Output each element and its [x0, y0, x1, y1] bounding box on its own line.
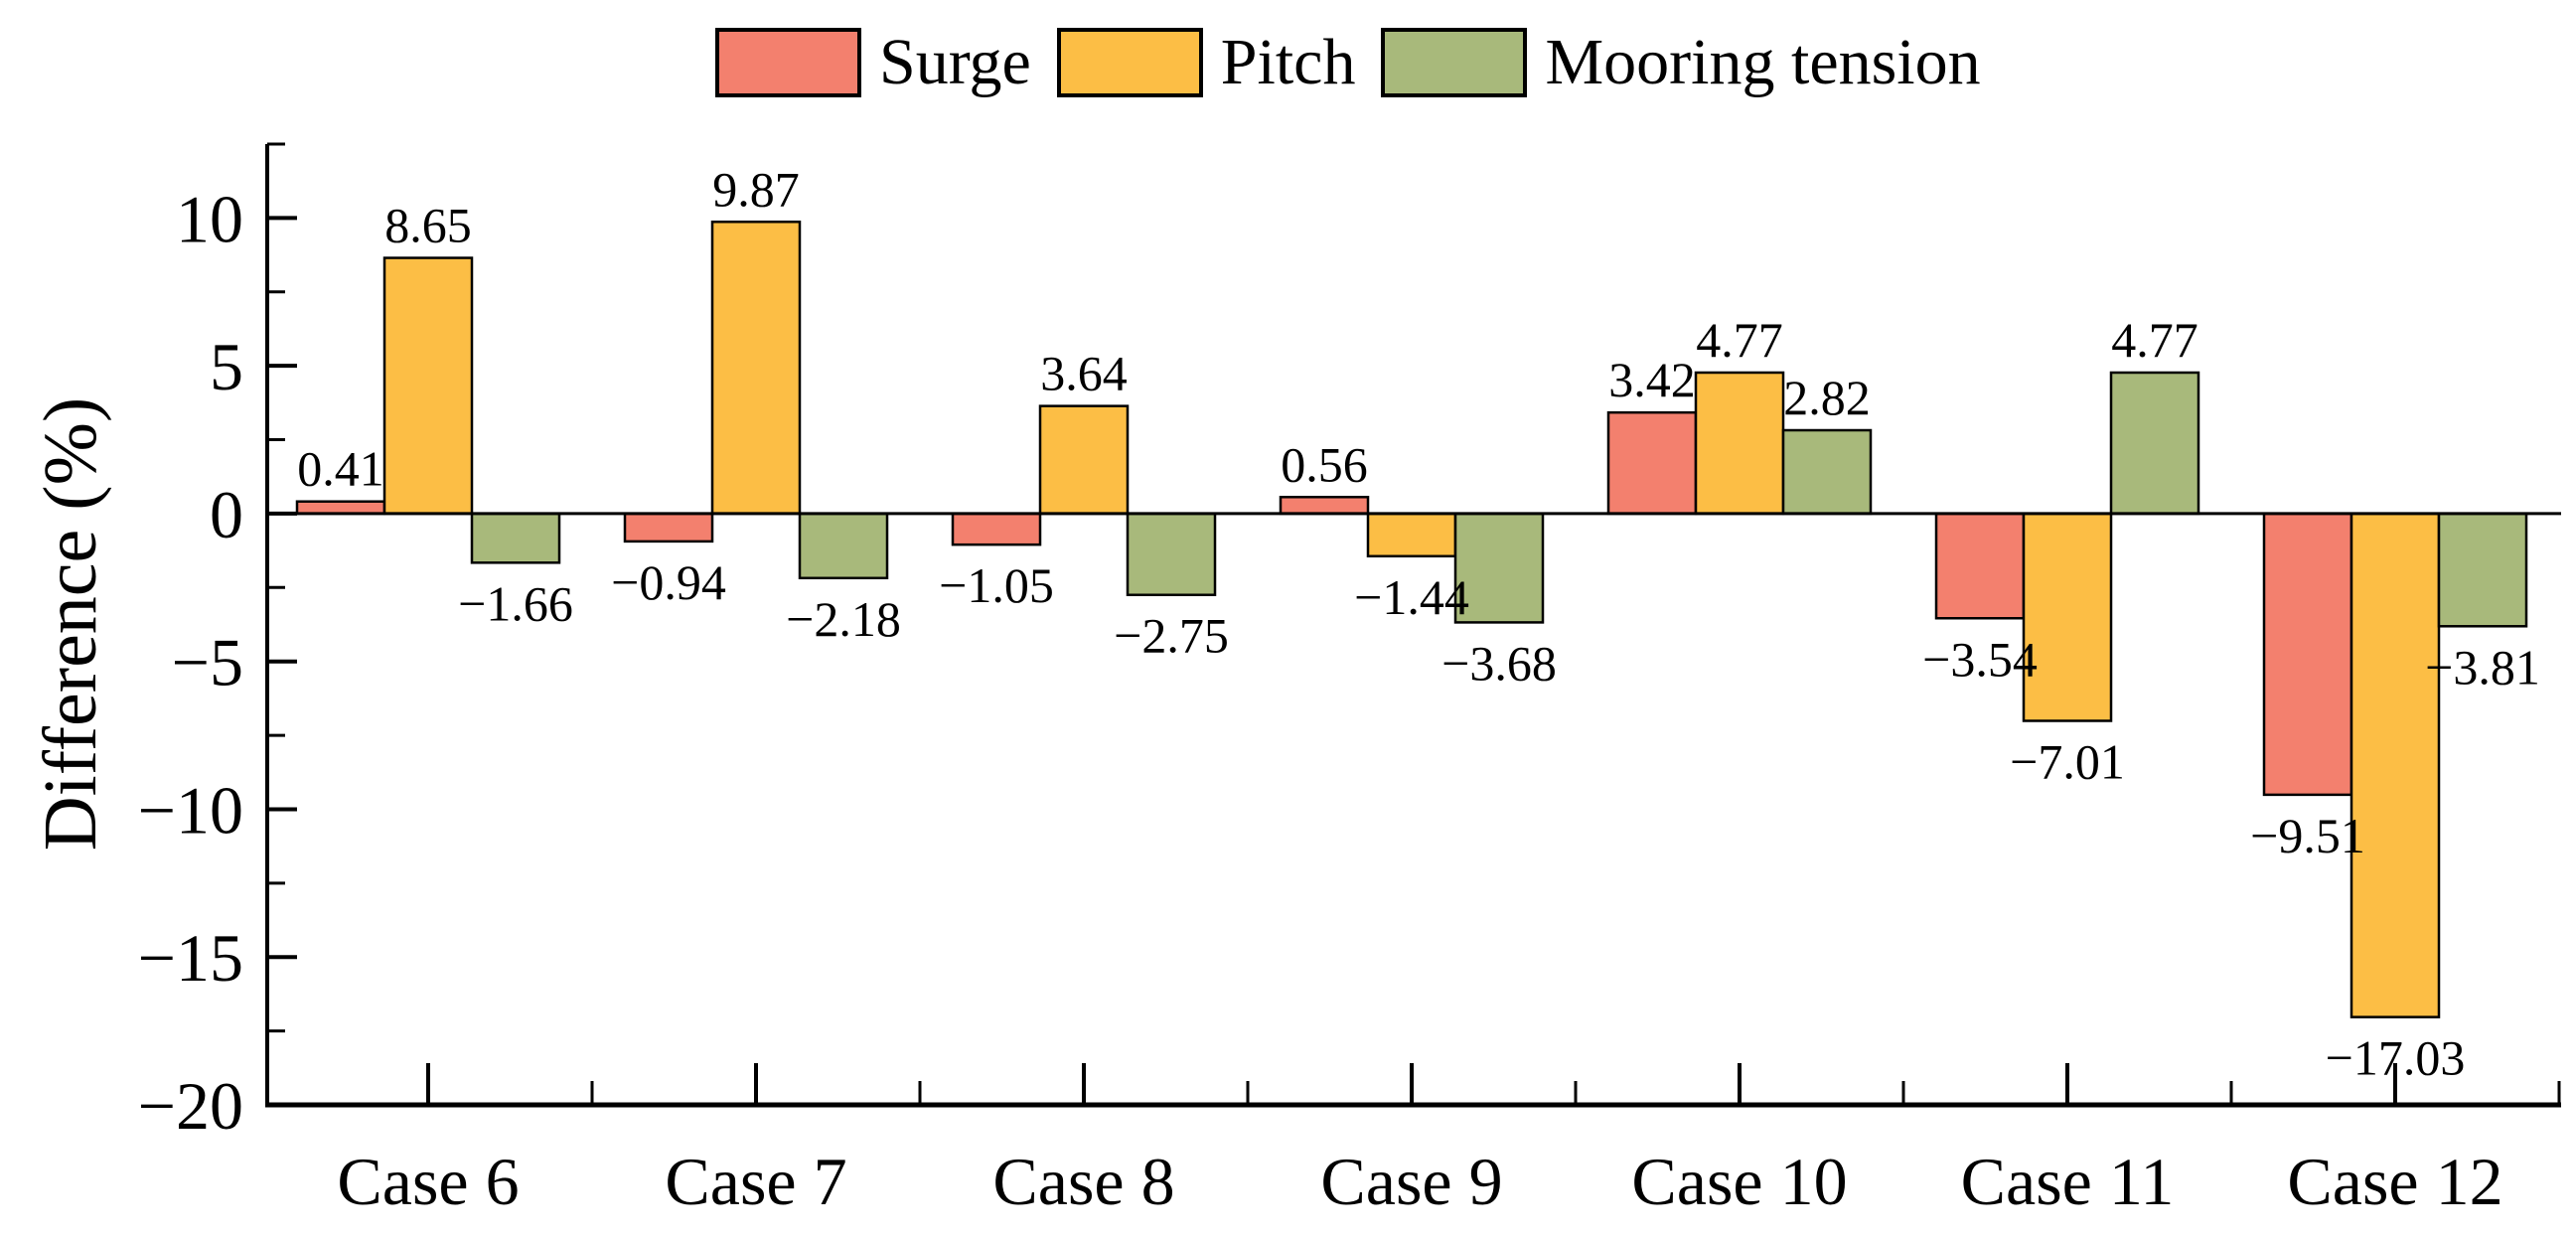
bar-pitch-case-9 — [1366, 512, 1457, 558]
value-label: −3.54 — [1922, 631, 2038, 687]
x-category-label: Case 12 — [2287, 1144, 2502, 1219]
bar-mooring-tension-case-8 — [1126, 512, 1217, 596]
value-label: −9.51 — [2250, 808, 2365, 863]
value-label: 2.82 — [1783, 370, 1871, 425]
value-label: 4.77 — [2111, 312, 2198, 368]
y-tick-label: −15 — [138, 920, 243, 996]
y-tick-label: 5 — [210, 329, 243, 404]
bar-pitch-case-7 — [710, 221, 802, 516]
x-category-label: Case 9 — [1320, 1144, 1502, 1219]
bar-mooring-tension-case-6 — [470, 512, 561, 564]
bar-pitch-case-11 — [2022, 512, 2113, 722]
legend-swatch-icon — [715, 28, 861, 97]
bar-pitch-case-8 — [1038, 404, 1130, 516]
value-label: −1.44 — [1354, 569, 1469, 625]
value-label: −1.05 — [939, 557, 1054, 613]
value-label: −7.01 — [2010, 733, 2125, 789]
y-tick-label: −5 — [172, 625, 243, 700]
legend-label: Surge — [879, 26, 1031, 98]
legend-item-mooring-tension: Mooring tension — [1381, 26, 1981, 98]
value-label: −17.03 — [2326, 1030, 2466, 1086]
value-label: −0.94 — [611, 554, 726, 610]
bar-surge-case-8 — [951, 512, 1042, 546]
value-label: 0.56 — [1281, 436, 1368, 492]
legend-swatch-icon — [1056, 28, 1203, 97]
value-label: 4.77 — [1696, 312, 1783, 368]
bar-mooring-tension-case-11 — [2109, 371, 2200, 516]
value-label: −3.68 — [1441, 635, 1557, 691]
legend-item-pitch: Pitch — [1056, 26, 1356, 98]
legend-item-surge: Surge — [715, 28, 1031, 97]
bar-surge-case-9 — [1279, 496, 1370, 516]
value-label: 9.87 — [712, 161, 800, 217]
legend-label: Pitch — [1220, 26, 1356, 98]
chart-legend: Surge Pitch Mooring tension — [715, 28, 2007, 97]
bar-pitch-case-6 — [382, 256, 474, 516]
x-category-label: Case 7 — [665, 1144, 846, 1219]
legend-swatch-icon — [1381, 28, 1528, 97]
value-label: −1.66 — [458, 575, 573, 631]
bar-surge-case-10 — [1606, 410, 1698, 516]
bar-pitch-case-12 — [2349, 512, 2441, 1018]
x-category-label: Case 6 — [337, 1144, 519, 1219]
x-category-label: Case 8 — [992, 1144, 1174, 1219]
value-label: −3.81 — [2425, 639, 2540, 695]
bar-pitch-case-10 — [1694, 371, 1785, 516]
bar-mooring-tension-case-10 — [1781, 428, 1873, 516]
value-label: 8.65 — [384, 198, 472, 253]
y-tick-label: 10 — [176, 181, 243, 256]
bar-surge-case-6 — [295, 500, 386, 516]
bar-surge-case-11 — [1934, 512, 2026, 620]
value-label: −2.75 — [1114, 608, 1229, 664]
legend-label: Mooring tension — [1545, 26, 1981, 98]
y-tick-label: −10 — [138, 772, 243, 848]
bar-surge-case-7 — [623, 512, 714, 543]
x-category-label: Case 11 — [1961, 1144, 2175, 1219]
y-tick-label: 0 — [210, 477, 243, 552]
value-label: 0.41 — [297, 441, 384, 497]
y-tick-label: −20 — [138, 1068, 243, 1144]
bar-mooring-tension-case-7 — [798, 512, 889, 580]
bar-mooring-tension-case-12 — [2437, 512, 2528, 628]
bar-surge-case-12 — [2262, 512, 2353, 797]
value-label: −2.18 — [786, 591, 901, 647]
bar-mooring-tension-case-9 — [1453, 512, 1545, 624]
x-category-label: Case 10 — [1631, 1144, 1847, 1219]
value-label: 3.42 — [1608, 352, 1696, 407]
value-label: 3.64 — [1040, 346, 1128, 401]
